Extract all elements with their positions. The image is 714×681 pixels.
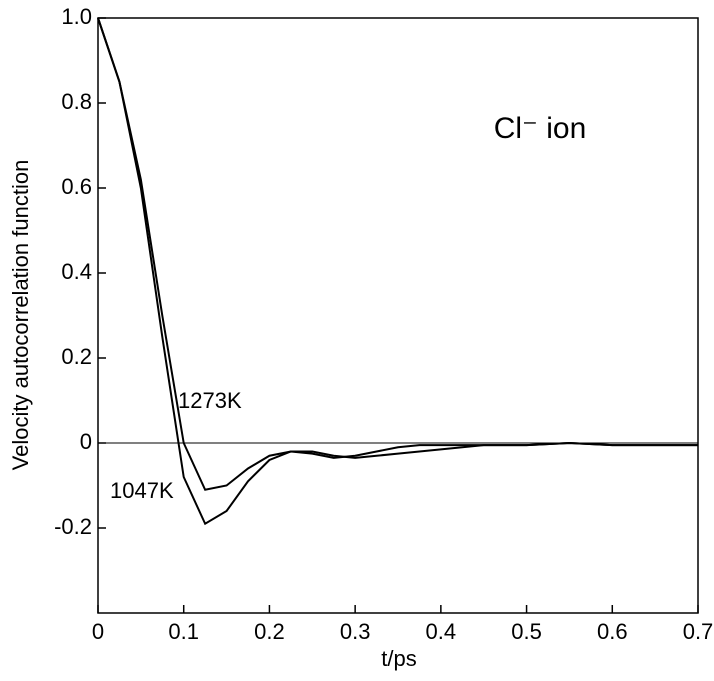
y-axis-label: Velocity autocorrelation function <box>8 160 33 471</box>
line-series <box>97 17 698 491</box>
x-tick-label: 0.1 <box>168 619 199 644</box>
x-tick-label: 0.4 <box>426 619 457 644</box>
x-axis-label: t/ps <box>381 646 416 671</box>
y-tick-label: 0.2 <box>61 344 92 369</box>
y-tick-label: -0.2 <box>54 514 92 539</box>
x-tick-label: 0.7 <box>683 619 714 644</box>
line-series <box>97 17 698 526</box>
plot-frame <box>97 17 699 614</box>
series-label: 1047K <box>110 478 174 503</box>
y-tick-label: 0.4 <box>61 259 92 284</box>
x-tick-label: 0 <box>92 619 104 644</box>
y-tick-label: 1.0 <box>61 4 92 29</box>
x-tick-label: 0.6 <box>597 619 628 644</box>
y-tick-label: 0.6 <box>61 174 92 199</box>
y-tick-label: 0 <box>80 429 92 454</box>
series-label: 1273K <box>178 388 242 413</box>
y-tick-label: 0.8 <box>61 89 92 114</box>
x-tick-label: 0.5 <box>511 619 542 644</box>
x-tick-label: 0.3 <box>340 619 371 644</box>
x-tick-label: 0.2 <box>254 619 285 644</box>
annotation: Cl⁻ ion <box>494 112 587 145</box>
